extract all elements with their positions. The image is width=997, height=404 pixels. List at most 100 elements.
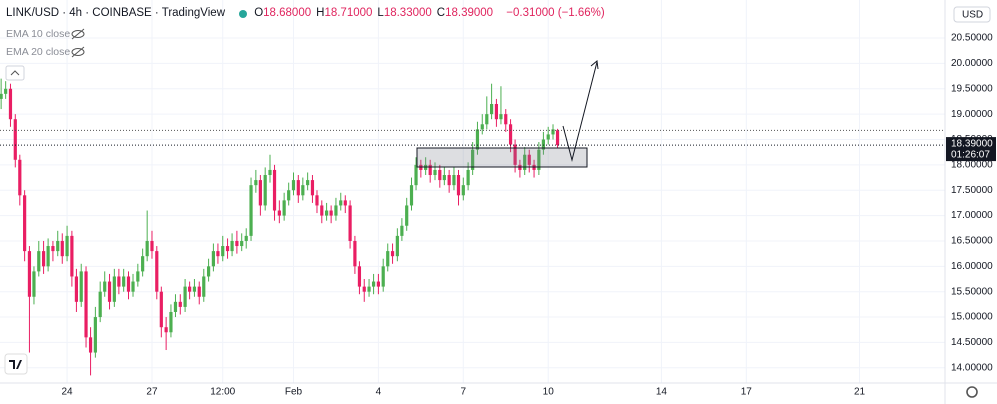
candle-body	[211, 251, 215, 267]
candle-body	[499, 114, 503, 120]
x-tick-label: 14	[656, 387, 668, 398]
candle-body	[122, 276, 126, 287]
candle-body	[390, 251, 395, 257]
candle-body	[117, 276, 121, 287]
eye-icon[interactable]	[71, 28, 85, 40]
logo-mark	[9, 360, 22, 369]
ohlc-key: H	[316, 7, 325, 19]
x-tick-label: 4	[376, 387, 382, 398]
candle-body	[60, 240, 64, 257]
candle-body	[37, 251, 41, 272]
candle-body	[141, 256, 145, 272]
eye-icon[interactable]	[71, 46, 85, 58]
candle-body	[348, 205, 352, 241]
candle-body	[523, 154, 527, 170]
y-tick-label: 14.50000	[951, 337, 993, 348]
candle-body	[202, 276, 206, 297]
plot	[0, 78, 945, 376]
candle-body	[461, 185, 465, 196]
candle-body	[466, 169, 470, 186]
candle-body	[88, 337, 93, 353]
candle-body	[272, 169, 277, 211]
ohlc-key: O	[254, 7, 264, 19]
candle-body	[428, 164, 432, 176]
y-tick-label: 17.50000	[951, 185, 993, 196]
candle-body	[159, 291, 163, 328]
candle-body	[334, 205, 338, 216]
candle-body	[475, 129, 480, 150]
candle-body	[513, 144, 517, 165]
arrow-head	[590, 60, 599, 70]
candle-body	[409, 185, 414, 206]
ohlc-value: 18.68000	[263, 7, 312, 19]
candle-body	[18, 159, 22, 196]
y-tick-label: 16.00000	[951, 261, 993, 272]
candle-body	[442, 175, 446, 181]
candle-body	[131, 281, 135, 292]
symbol-title: LINK/USD · 4h · COINBASE · TradingView	[6, 7, 225, 19]
x-tick-label: 17	[741, 387, 753, 398]
candle-body	[301, 185, 305, 196]
candle-body	[452, 175, 456, 186]
candle-body	[136, 271, 140, 282]
candle-body	[433, 169, 437, 176]
y-tick-label: 19.00000	[951, 109, 993, 120]
x-tick-label: 7	[461, 387, 467, 398]
indicator[interactable]: EMA 10 close	[6, 28, 71, 40]
candle-body	[287, 190, 291, 201]
candle-body	[490, 103, 494, 115]
candle-body	[4, 88, 8, 94]
candle-body	[320, 205, 324, 216]
candle-body	[480, 124, 484, 130]
candle-body	[315, 195, 319, 206]
candle-body	[23, 195, 27, 252]
candle-body	[254, 180, 258, 186]
candle-body	[376, 281, 380, 287]
candle-body	[221, 246, 225, 257]
candle-body	[277, 210, 281, 216]
candle-body	[107, 281, 112, 302]
candle-body	[103, 281, 107, 292]
candle-body	[438, 169, 442, 181]
candle-body	[527, 154, 531, 165]
candle-body	[240, 240, 244, 247]
candle-body	[51, 246, 55, 252]
currency[interactable]: USD	[962, 10, 983, 21]
candle-body	[32, 271, 36, 297]
candle-body	[249, 185, 253, 236]
axes: 14.00000 14.50000 15.00000 15.50000 16.00000…	[62, 33, 996, 398]
collapse-icon	[10, 70, 20, 76]
candle-body	[357, 266, 362, 287]
candle-body	[447, 175, 451, 186]
candle-body	[282, 200, 286, 216]
candle-body	[155, 251, 159, 292]
candle-body	[258, 180, 262, 206]
candle-body	[8, 88, 13, 120]
indicator[interactable]: EMA 20 close	[6, 46, 71, 58]
candle-body	[456, 175, 461, 196]
collapse-button[interactable]	[5, 65, 25, 81]
price-label: 18.39000	[951, 139, 993, 150]
x-tick-label: 12:00	[210, 387, 235, 398]
y-tick-label: 14.00000	[951, 362, 993, 373]
candle-body	[0, 93, 3, 99]
candle-body	[145, 240, 149, 257]
candle-body	[310, 180, 315, 196]
candle-body	[494, 103, 499, 120]
ohlc-key: C	[436, 7, 446, 19]
settings-icon[interactable]	[966, 386, 978, 398]
candle-body	[371, 281, 376, 287]
zone-box	[416, 147, 588, 168]
candle-body	[235, 240, 239, 247]
candle-body	[65, 235, 69, 257]
candle-body	[508, 124, 513, 145]
candle-body	[46, 246, 50, 267]
currency-button[interactable]	[953, 6, 991, 23]
ohlc-value: 18.71000	[324, 7, 373, 19]
candle-body	[183, 286, 187, 307]
candle-body	[555, 130, 560, 146]
candle-body	[546, 134, 550, 140]
y-tick-label: 18.00000	[951, 160, 993, 171]
candle-body	[306, 180, 310, 186]
